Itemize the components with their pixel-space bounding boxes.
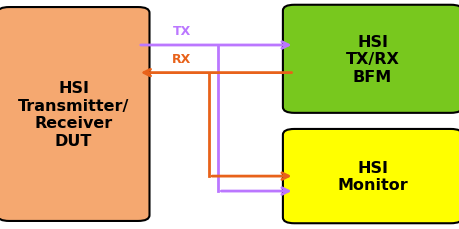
Text: TX: TX — [172, 25, 190, 37]
FancyBboxPatch shape — [0, 8, 149, 221]
FancyBboxPatch shape — [282, 6, 459, 113]
Text: RX: RX — [172, 53, 191, 65]
Text: HSI
TX/RX
BFM: HSI TX/RX BFM — [345, 35, 399, 84]
FancyBboxPatch shape — [282, 129, 459, 223]
Text: HSI
Transmitter/
Receiver
DUT: HSI Transmitter/ Receiver DUT — [18, 81, 129, 148]
Text: HSI
Monitor: HSI Monitor — [336, 160, 407, 192]
